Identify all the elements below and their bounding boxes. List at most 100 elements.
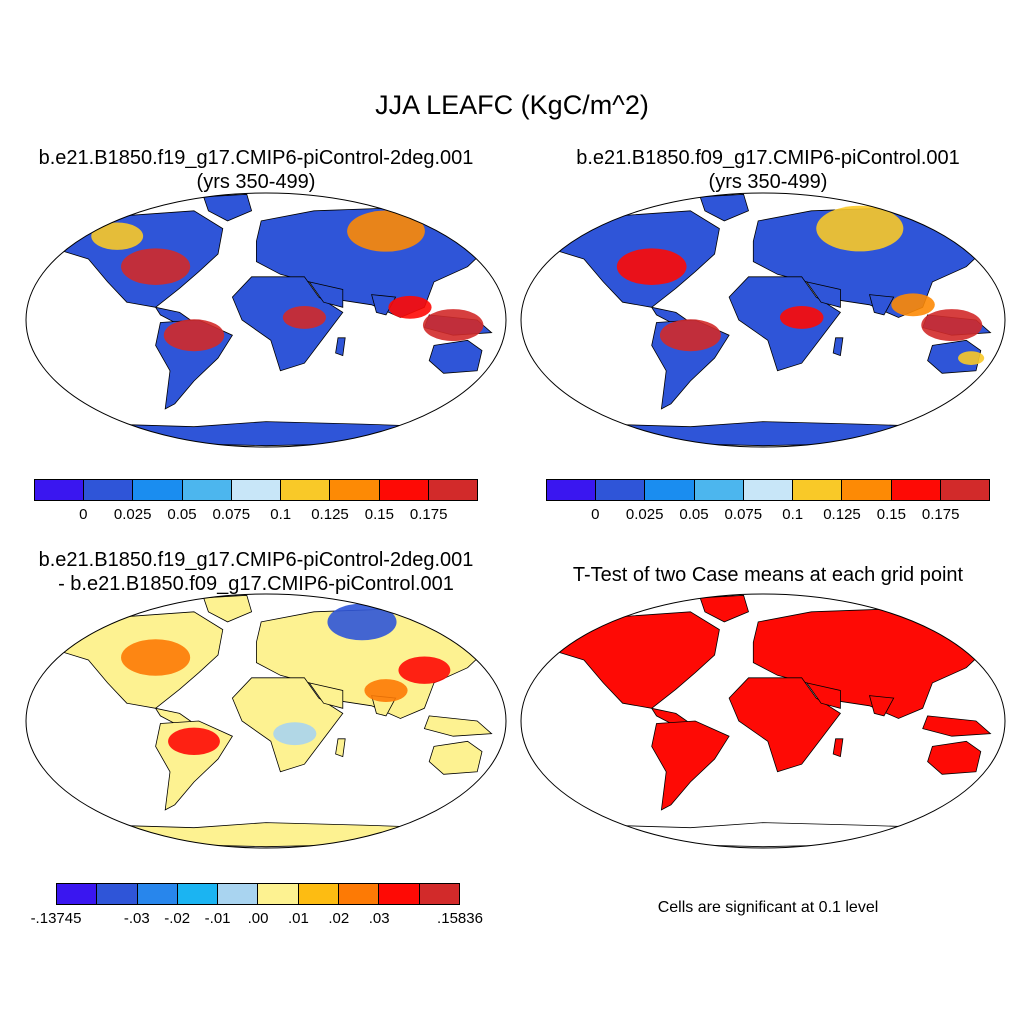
colorbar-swatch xyxy=(940,480,989,500)
colorbar-tick-label: -.13745 xyxy=(30,910,82,927)
value-region xyxy=(163,319,225,352)
colorbar-swatch xyxy=(645,480,695,500)
panel3-title: b.e21.B1850.f19_g17.CMIP6-piControl-2deg… xyxy=(0,548,512,596)
value-region xyxy=(616,248,687,285)
value-region xyxy=(273,722,317,746)
landmass-greenland xyxy=(203,594,253,623)
colorbar-swatch xyxy=(177,884,219,904)
colorbar-panel2-labels: 0 0.025 0.05 0.075 0.1 0.125 0.15 0.175 xyxy=(546,506,990,526)
landmass-seAsia xyxy=(423,715,493,737)
map-border xyxy=(520,593,1006,849)
value-region xyxy=(891,293,935,317)
colorbar-tick-label: 0.025 xyxy=(113,506,152,523)
colorbar-swatch xyxy=(379,884,420,904)
landmass-greenland xyxy=(203,193,253,222)
landmass-india xyxy=(868,695,895,717)
map-panel-3 xyxy=(25,593,507,849)
colorbar-difference-labels: -.13745 -.03 -.02 -.01 .00 .01 .02 .03 .15836 xyxy=(31,910,483,930)
value-region xyxy=(816,205,904,252)
map-panel-2 xyxy=(520,192,1006,448)
landmass-australia xyxy=(927,339,982,374)
colorbar-swatch xyxy=(281,480,331,500)
colorbar-swatch xyxy=(339,884,380,904)
colorbar-tick-label: 0.05 xyxy=(167,506,197,523)
colorbar-tick-label: 0.025 xyxy=(625,506,664,523)
colorbar-swatch xyxy=(84,480,134,500)
panel2-title-line2: (yrs 350-499) xyxy=(708,171,828,193)
colorbar-tick-label: 0.175 xyxy=(921,506,960,523)
panel1-title-line2: (yrs 350-499) xyxy=(196,171,316,193)
colorbar-swatch xyxy=(891,480,941,500)
landmass-centralAm xyxy=(154,707,196,724)
colorbar-tick-label: 0.075 xyxy=(724,506,763,523)
colorbar-swatch xyxy=(379,480,429,500)
colorbar-panel1-labels: 0 0.025 0.05 0.075 0.1 0.125 0.15 0.175 xyxy=(34,506,478,526)
landmass-greenland xyxy=(699,193,749,222)
colorbar-tick-label: 0.1 xyxy=(270,506,292,523)
colorbar-tick-label: 0.075 xyxy=(212,506,251,523)
panel2-title-line1: b.e21.B1850.f09_g17.CMIP6-piControl.001 xyxy=(576,147,960,169)
colorbar-swatch xyxy=(596,480,646,500)
colorbar-panel2 xyxy=(546,479,990,501)
landmass-arabia xyxy=(308,682,344,709)
map-panel-1 xyxy=(25,192,507,448)
colorbar-swatch xyxy=(133,480,183,500)
colorbar-tick-label: -.02 xyxy=(164,910,191,927)
colorbar-difference xyxy=(56,883,460,905)
colorbar-swatch xyxy=(35,480,85,500)
value-region xyxy=(168,727,220,756)
landmass-australia xyxy=(428,339,483,374)
colorbar-swatch xyxy=(57,884,98,904)
map-border xyxy=(25,593,507,849)
value-region xyxy=(388,295,432,319)
colorbar-tick-label: -.01 xyxy=(204,910,231,927)
panel4-title: T-Test of two Case means at each grid po… xyxy=(512,563,1024,587)
landmass-india xyxy=(371,294,397,316)
map-border xyxy=(520,192,1006,448)
colorbar-swatch xyxy=(182,480,232,500)
landmass-centralAm xyxy=(650,707,692,724)
panel2-title: b.e21.B1850.f09_g17.CMIP6-piControl.001 … xyxy=(512,146,1024,194)
value-region xyxy=(327,603,397,641)
landmass-australia xyxy=(428,740,483,775)
colorbar-tick-label: -.03 xyxy=(123,910,150,927)
value-region xyxy=(364,679,408,702)
colorbar-swatch xyxy=(743,480,794,500)
colorbar-swatch xyxy=(419,884,459,904)
colorbar-swatch xyxy=(330,480,380,500)
colorbar-tick-label: 0.05 xyxy=(679,506,709,523)
colorbar-swatch xyxy=(298,884,340,904)
colorbar-tick-label: 0.175 xyxy=(409,506,448,523)
panel4-title-line1: T-Test of two Case means at each grid po… xyxy=(572,564,964,586)
value-region xyxy=(347,210,425,252)
panel1-title: b.e21.B1850.f19_g17.CMIP6-piControl-2deg… xyxy=(0,146,512,194)
colorbar-swatch xyxy=(258,884,299,904)
panel3-title-line2: - b.e21.B1850.f09_g17.CMIP6-piControl.00… xyxy=(58,573,454,595)
value-region xyxy=(398,656,451,684)
landmass-india xyxy=(868,294,895,316)
value-region xyxy=(958,351,985,365)
colorbar-swatch xyxy=(428,480,477,500)
ttest-note: Cells are significant at 0.1 level xyxy=(657,899,879,916)
colorbar-swatch xyxy=(793,480,843,500)
colorbar-tick-label: .03 xyxy=(368,910,390,927)
landmass-greenland xyxy=(699,594,749,623)
colorbar-tick-label: .01 xyxy=(287,910,309,927)
colorbar-swatch xyxy=(231,480,282,500)
value-region xyxy=(659,319,721,352)
landmass-arabia xyxy=(805,281,841,308)
colorbar-tick-label: 0 xyxy=(591,506,600,523)
colorbar-tick-label: 0.125 xyxy=(823,506,861,523)
panel3-title-line1: b.e21.B1850.f19_g17.CMIP6-piControl-2deg… xyxy=(38,549,474,571)
map-panel-4 xyxy=(520,593,1006,849)
page-title: JJA LEAFC (KgC/m^2) xyxy=(375,90,649,120)
colorbar-swatch xyxy=(547,480,597,500)
colorbar-tick-label: 0 xyxy=(79,506,88,523)
colorbar-tick-label: 0.125 xyxy=(311,506,349,523)
value-region xyxy=(121,248,191,285)
colorbar-swatch xyxy=(137,884,178,904)
landmass-seAsia xyxy=(922,715,992,737)
value-region xyxy=(121,639,191,676)
value-region xyxy=(91,222,144,250)
